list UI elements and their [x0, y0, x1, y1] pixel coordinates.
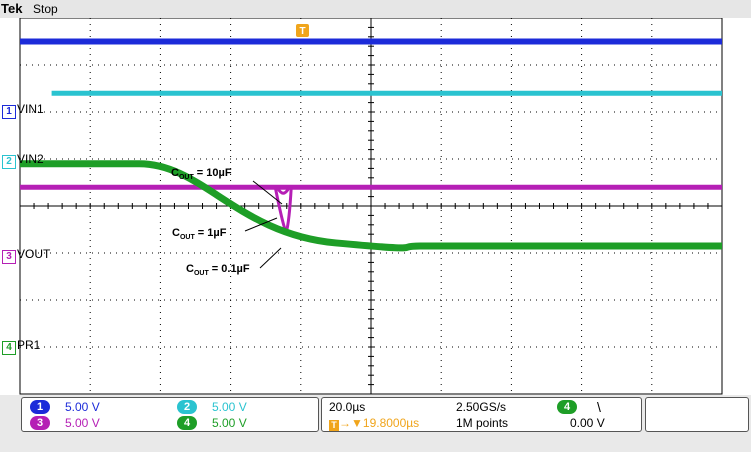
title-bar: Tek Stop	[0, 0, 751, 18]
annotation-cout-0-1uf: COUT = 0.1µF	[186, 263, 250, 278]
annotation-cout-10uf: COUT = 10µF	[171, 167, 232, 182]
status-bar: 1 5.00 V 2 5.00 V 3 5.00 V 4 5.00 V 20.0…	[0, 395, 751, 452]
channel-1-badge: 1	[2, 105, 16, 119]
trigger-position-icon[interactable]	[296, 24, 309, 37]
annotation-arrow	[244, 217, 278, 232]
trigger-position[interactable]: T →▼19.8000µs	[329, 416, 419, 431]
channel-2-scale-badge: 2	[177, 400, 197, 414]
trigger-level[interactable]: 0.00 V	[570, 416, 605, 430]
channel-1-scale-badge: 1	[30, 400, 50, 414]
channel-3-scale-badge: 3	[30, 416, 50, 430]
trigger-position-value: 19.8000µs	[362, 416, 420, 430]
record-length: 1M points	[456, 416, 509, 430]
channel-4-scale[interactable]: 5.00 V	[212, 416, 247, 430]
channel-2-badge: 2	[2, 155, 16, 169]
vertical-scale-panel[interactable]: 1 5.00 V 2 5.00 V 3 5.00 V 4 5.00 V	[21, 397, 319, 432]
expansion-point-small-icon: ▼	[351, 416, 363, 430]
annotation-cout-1uf: COUT = 1µF	[172, 227, 227, 242]
timebase[interactable]: 20.0µs	[329, 400, 366, 414]
channel-4-scale-badge: 4	[177, 416, 197, 430]
channel-1-scale[interactable]: 5.00 V	[65, 400, 100, 414]
horizontal-trigger-panel[interactable]: 20.0µs 2.50GS/s T →▼19.8000µs 1M points 4…	[321, 397, 642, 432]
channel-2-scale[interactable]: 5.00 V	[212, 400, 247, 414]
channel-3-label: VOUT	[17, 247, 51, 261]
channel-2-marker[interactable]: 2 VIN2	[2, 152, 44, 169]
channel-1-label: VIN1	[17, 102, 44, 116]
trigger-slope-icon[interactable]: \	[597, 399, 601, 415]
trigger-icon: T	[329, 420, 339, 431]
brand-logo: Tek	[1, 1, 23, 16]
arrow-right-icon: →	[339, 416, 351, 430]
channel-3-scale[interactable]: 5.00 V	[65, 416, 100, 430]
channel-4-marker[interactable]: 4 PR1	[2, 338, 40, 355]
channel-2-label: VIN2	[17, 152, 44, 166]
trace-channel-3-dip-mid-cap	[275, 186, 291, 195]
sample-rate: 2.50GS/s	[456, 400, 507, 414]
channel-3-marker[interactable]: 3 VOUT	[2, 247, 50, 264]
trace-channel-4	[20, 160, 722, 252]
channel-1-marker[interactable]: 1 VIN1	[2, 102, 44, 119]
waveform-display[interactable]: T	[0, 0, 751, 395]
acquisition-state: Stop	[33, 2, 58, 16]
trigger-marker-label: T	[299, 26, 305, 37]
channel-4-label: PR1	[17, 338, 41, 352]
empty-readout-panel	[645, 397, 749, 432]
trigger-source-badge[interactable]: 4	[557, 400, 577, 414]
annotation-arrow	[252, 180, 283, 205]
channel-3-badge: 3	[2, 250, 16, 264]
annotation-arrow	[259, 247, 282, 269]
channel-4-badge: 4	[2, 341, 16, 355]
